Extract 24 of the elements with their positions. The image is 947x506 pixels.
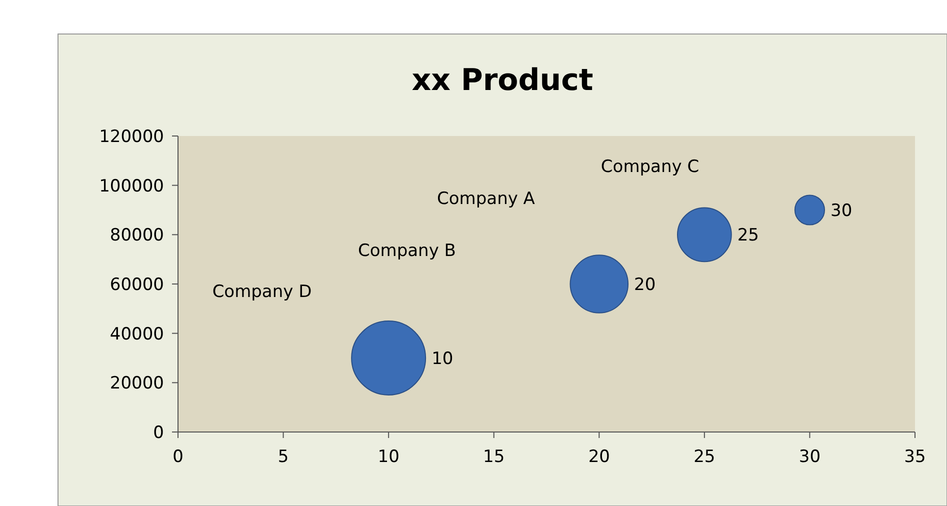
annotation: 10 xyxy=(432,349,454,369)
x-tick-label: 25 xyxy=(694,447,716,467)
annotation: Company B xyxy=(358,241,456,261)
chart-title: xx Product xyxy=(412,63,594,98)
annotation: Company A xyxy=(437,189,536,209)
x-tick-label: 20 xyxy=(588,447,610,467)
annotation: 30 xyxy=(830,201,852,221)
y-tick-label: 100000 xyxy=(99,176,164,196)
x-tick-label: 5 xyxy=(278,447,289,467)
annotation: 20 xyxy=(634,275,656,295)
y-tick-label: 40000 xyxy=(110,324,164,344)
x-tick-label: 30 xyxy=(798,447,821,467)
x-tick-label: 35 xyxy=(904,447,926,467)
y-tick-label: 60000 xyxy=(110,275,164,295)
x-tick-label: 0 xyxy=(172,447,184,467)
x-tick-label: 15 xyxy=(483,447,505,467)
y-tick-label: 0 xyxy=(153,423,164,443)
annotation: Company D xyxy=(212,282,312,302)
y-tick-label: 80000 xyxy=(110,226,164,246)
y-tick-label: 20000 xyxy=(110,374,164,394)
y-tick-label: 120000 xyxy=(99,127,164,147)
annotation: 25 xyxy=(737,226,760,246)
x-tick-label: 10 xyxy=(378,447,400,467)
annotation: Company C xyxy=(600,157,700,177)
